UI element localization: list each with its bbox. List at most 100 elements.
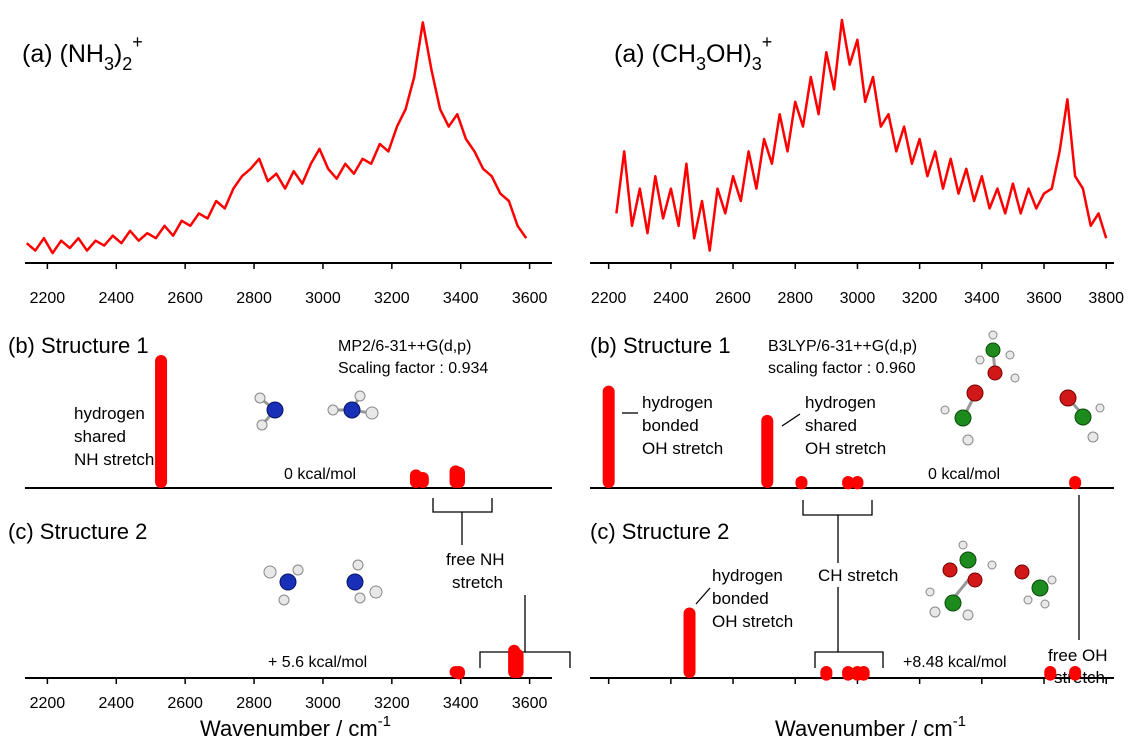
title-sub: 3 xyxy=(104,54,114,74)
title-sub: 3 xyxy=(752,54,762,74)
x-tick-label: 2200 xyxy=(30,695,66,712)
x-tick-label: 3000 xyxy=(305,290,341,307)
x-tick-label: 2800 xyxy=(236,290,272,307)
x-tick-label: 2400 xyxy=(98,695,134,712)
x-tick-label: 2800 xyxy=(236,695,272,712)
title-part: OH) xyxy=(706,40,752,68)
assignment: NH stretch xyxy=(74,450,154,469)
energy: + 5.6 kcal/mol xyxy=(268,654,367,671)
atom xyxy=(945,595,961,611)
bracket xyxy=(815,652,883,668)
leader-line xyxy=(696,588,710,604)
atom xyxy=(1048,576,1056,584)
atom xyxy=(344,402,360,418)
scaling: scaling factor : 0.960 xyxy=(768,360,916,377)
atom xyxy=(255,393,265,403)
assignment: stretch xyxy=(452,573,503,592)
atom xyxy=(963,610,973,620)
x-tick-label: 3200 xyxy=(374,290,410,307)
title-sup: + xyxy=(762,32,773,52)
atom xyxy=(989,331,997,339)
atom xyxy=(943,563,957,577)
x-tick-label: 3800 xyxy=(1088,290,1124,307)
atom xyxy=(280,574,296,590)
assignment: bonded xyxy=(712,589,769,608)
x-tick-label: 3600 xyxy=(1026,290,1062,307)
x-tick-label: 2400 xyxy=(653,0,689,4)
atom xyxy=(1015,565,1029,579)
atom xyxy=(988,366,1002,380)
title-part: (a) (NH xyxy=(22,40,104,68)
atom xyxy=(1088,432,1098,442)
scaling: Scaling factor : 0.934 xyxy=(338,360,488,377)
atom xyxy=(264,566,276,578)
atom xyxy=(941,406,949,414)
atom xyxy=(1006,351,1014,359)
panel-title: (a) (NH3)2+ xyxy=(22,32,143,74)
atom xyxy=(963,435,973,445)
atom xyxy=(1096,404,1104,412)
panel-title: (b) Structure 1 xyxy=(590,333,731,358)
atom xyxy=(370,586,382,598)
x-tick-label: 3000 xyxy=(305,695,341,712)
panel-title: (a) (CH3OH)3+ xyxy=(614,32,772,74)
bracket xyxy=(433,498,492,545)
atom xyxy=(960,552,976,568)
assignment: hydrogen xyxy=(712,566,783,585)
energy: 0 kcal/mol xyxy=(284,466,356,483)
x-tick-label: 2200 xyxy=(591,290,627,307)
atom xyxy=(328,405,338,415)
assignment: OH stretch xyxy=(642,439,723,458)
atom xyxy=(347,574,363,590)
x-tick-label: 3000 xyxy=(840,0,876,4)
atom xyxy=(355,593,365,603)
atom xyxy=(1024,596,1032,604)
x-tick-label: 3400 xyxy=(443,695,479,712)
x-tick-label: 3200 xyxy=(902,290,938,307)
title-part: (a) (CH xyxy=(614,40,696,68)
axis-label-part: Wavenumber / cm xyxy=(200,716,378,741)
atom xyxy=(955,410,971,426)
panel-title: (c) Structure 2 xyxy=(8,519,147,544)
atom xyxy=(366,407,378,419)
x-tick-label: 3200 xyxy=(902,0,938,4)
x-tick-label: 3200 xyxy=(374,695,410,712)
panel-title: (b) Structure 1 xyxy=(8,333,149,358)
axis-label-part: Wavenumber / cm xyxy=(775,716,953,741)
x-tick-label: 2600 xyxy=(167,695,203,712)
assignment: hydrogen xyxy=(74,404,145,423)
atom xyxy=(267,402,283,418)
x-tick-label: 3600 xyxy=(512,290,548,307)
x-tick-label: 2200 xyxy=(591,0,627,4)
atom xyxy=(355,391,365,401)
atom xyxy=(930,607,940,617)
assignment: free NH xyxy=(446,550,505,569)
atom xyxy=(1060,390,1076,406)
assignment: shared xyxy=(805,416,857,435)
axis-label: Wavenumber / cm-1 xyxy=(200,713,391,741)
leader-line xyxy=(782,414,800,426)
title-sub: 3 xyxy=(696,54,706,74)
panel-title: (c) Structure 2 xyxy=(590,519,729,544)
x-tick-label: 2600 xyxy=(715,0,751,4)
axis-label-sup: -1 xyxy=(953,713,966,730)
atom xyxy=(1075,409,1091,425)
x-tick-label: 2600 xyxy=(167,290,203,307)
x-tick-label: 3600 xyxy=(512,695,548,712)
x-tick-label: 3800 xyxy=(1088,0,1124,4)
bracket xyxy=(480,595,570,668)
atom xyxy=(1041,600,1049,608)
energy: 0 kcal/mol xyxy=(928,466,1000,483)
x-tick-label: 2400 xyxy=(98,290,134,307)
assignment: OH stretch xyxy=(712,612,793,631)
x-tick-label: 3400 xyxy=(443,290,479,307)
x-tick-label: 3400 xyxy=(964,0,1000,4)
title-sub: 2 xyxy=(122,54,132,74)
atom xyxy=(1011,374,1019,382)
assignment: hydrogen xyxy=(642,393,713,412)
assignment: hydrogen xyxy=(805,393,876,412)
atom xyxy=(1032,580,1048,596)
title-part: ) xyxy=(114,40,122,68)
assignment: shared xyxy=(74,427,126,446)
assignment: OH stretch xyxy=(805,439,886,458)
